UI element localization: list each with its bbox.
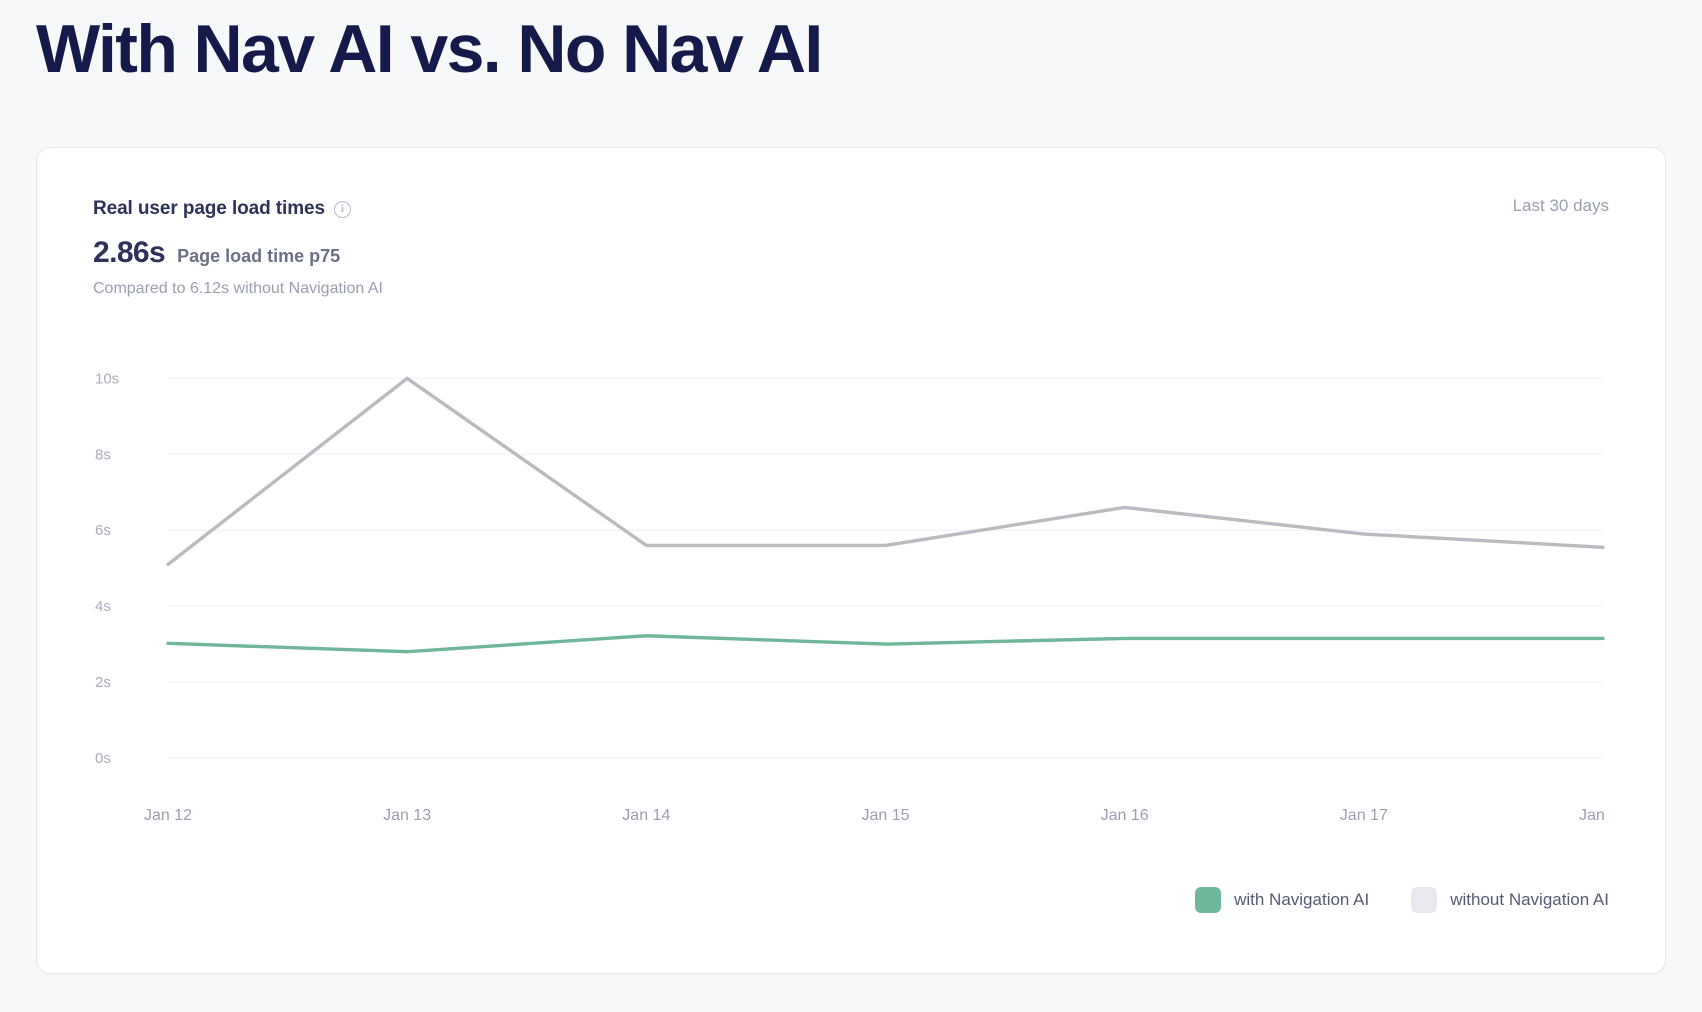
chart-gridlines: [168, 377, 1603, 759]
kpi-value: 2.86s: [93, 236, 166, 269]
series-line-without-navigation-ai[interactable]: [166, 376, 1605, 567]
x-axis-tick-label: Jan 18: [1579, 807, 1611, 824]
y-axis-tick-label: 10s: [95, 370, 119, 387]
kpi-title: Real user page load times: [93, 198, 325, 219]
y-axis-tick-label: 8s: [95, 446, 111, 463]
card-header: Real user page load times i 2.86s Page l…: [93, 198, 1609, 298]
x-axis-tick-label: Jan 12: [144, 807, 192, 824]
x-axis-tick-label: Jan 14: [622, 807, 670, 824]
y-axis-tick-label: 2s: [95, 674, 111, 691]
x-axis-tick-label: Jan 16: [1101, 807, 1149, 824]
date-range-label[interactable]: Last 30 days: [1512, 196, 1609, 215]
y-axis-tick-label: 6s: [95, 522, 111, 539]
kpi-value-label: Page load time p75: [177, 246, 341, 266]
legend-swatch-with-navigation-ai: [1195, 887, 1222, 913]
y-axis-tick-label: 0s: [95, 750, 111, 767]
legend-item-without-navigation-ai[interactable]: without Navigation AI: [1411, 887, 1609, 913]
kpi-title-row: Real user page load times i: [93, 198, 1609, 220]
legend-item-with-navigation-ai[interactable]: with Navigation AI: [1195, 887, 1369, 913]
x-axis-tick-label: Jan 13: [383, 807, 431, 824]
x-axis-tick-label: Jan 17: [1340, 807, 1388, 824]
kpi-value-row: 2.86s Page load time p75: [93, 236, 1609, 270]
legend-label-with-navigation-ai: with Navigation AI: [1234, 890, 1370, 909]
y-axis-tick-label: 4s: [95, 598, 111, 615]
legend-label-without-navigation-ai: without Navigation AI: [1450, 890, 1609, 909]
page-title: With Nav AI vs. No Nav AI: [36, 11, 823, 87]
series-line-with-navigation-ai[interactable]: [166, 634, 1605, 654]
chart-legend: with Navigation AI without Navigation AI: [1195, 887, 1609, 913]
x-axis-tick-label: Jan 15: [861, 807, 909, 824]
info-icon[interactable]: i: [333, 200, 351, 218]
kpi-comparison-text: Compared to 6.12s without Navigation AI: [93, 280, 383, 297]
chart-x-axis-ticks: Jan 12 Jan 13 Jan 14 Jan 15 Jan 16 Jan 17 Jan …: [144, 807, 1611, 824]
metric-card: Real user page load times i 2.86s Page l…: [36, 147, 1666, 974]
chart-series-lines: [166, 376, 1605, 654]
chart-y-axis-ticks: 0s 2s 4s 6s 8s 10s: [95, 370, 119, 767]
legend-swatch-without-navigation-ai: [1411, 887, 1438, 913]
line-chart: 0s 2s 4s 6s 8s 10s Jan 12 Jan 13 Jan 14 Jan 15 Ja…: [93, 330, 1611, 850]
